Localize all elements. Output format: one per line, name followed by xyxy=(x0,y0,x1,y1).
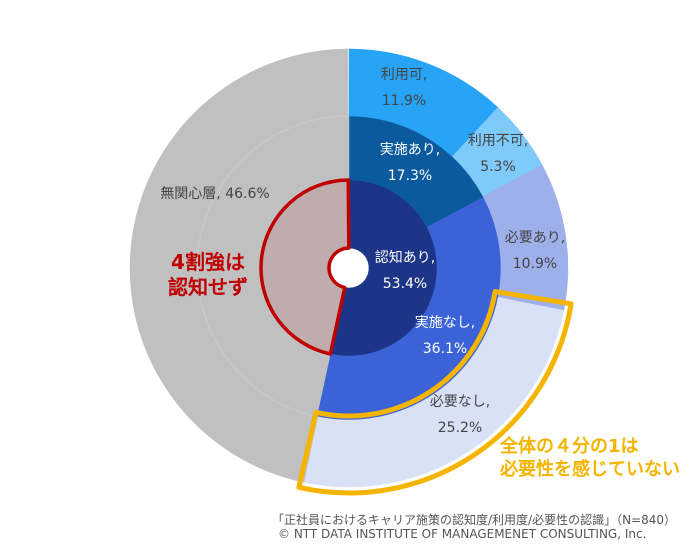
label-利用可: 利用可, xyxy=(381,67,427,83)
value-認知あり: 53.4% xyxy=(383,276,427,292)
value-必要なし: 25.2% xyxy=(438,420,482,436)
highlight-outline-必要なし xyxy=(296,289,574,496)
annotation-not-aware: 4割強は 認知せず xyxy=(168,250,248,299)
label-実施あり: 実施あり, xyxy=(380,142,440,158)
highlight-outline-無関心層 xyxy=(259,178,351,356)
value-利用可: 11.9% xyxy=(382,93,426,109)
label-必要なし: 必要なし, xyxy=(430,394,490,410)
source-caption: 「正社員におけるキャリア施策の認知度/利用度/必要性の認識」（N=840） xyxy=(272,513,677,527)
annotation-no-need: 全体の４分の1は 必要性を感じていない xyxy=(500,436,680,480)
label-利用不可: 利用不可, xyxy=(468,133,528,149)
value-必要あり: 10.9% xyxy=(513,256,557,272)
segment-必要なし xyxy=(303,297,565,488)
ring-divider xyxy=(196,115,349,418)
label-無関心層: 無関心層, 46.6% xyxy=(160,186,269,202)
value-利用不可: 5.3% xyxy=(480,159,516,175)
label-必要あり: 必要あり, xyxy=(505,230,565,246)
value-実施あり: 17.3% xyxy=(388,168,432,184)
label-実施なし: 実施なし, xyxy=(415,315,475,331)
copyright: © NTT DATA INSTITUTE OF MANAGEMENET CONS… xyxy=(278,527,647,541)
label-認知あり: 認知あり, xyxy=(375,249,435,266)
value-実施なし: 36.1% xyxy=(423,341,467,357)
